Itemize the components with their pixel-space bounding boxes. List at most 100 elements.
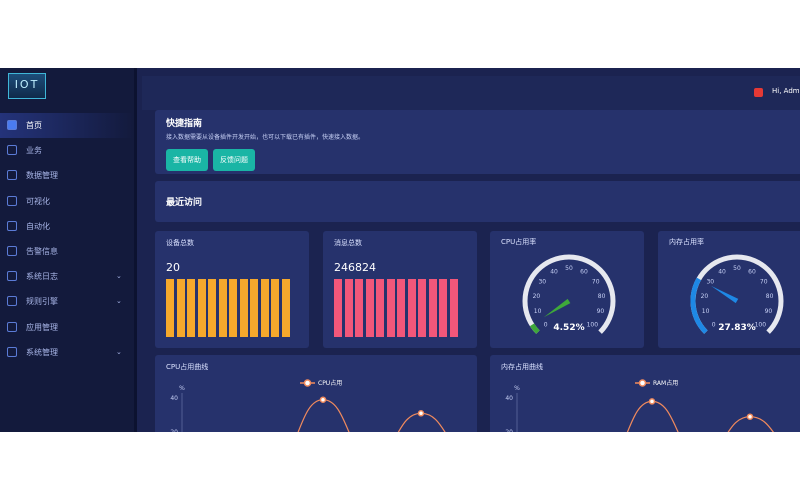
bar-decoration: [260, 279, 269, 337]
menu-label: 告警信息: [26, 247, 58, 256]
gauge-title: CPU占用率: [501, 237, 536, 246]
menu-item[interactable]: 告警信息: [0, 239, 134, 264]
stat-card: 设备总数 20: [155, 231, 309, 348]
gauge-tick-label: 50: [565, 265, 573, 272]
buttons: 查看帮助 反馈问题: [166, 147, 260, 171]
chevron: ⌄: [116, 297, 122, 306]
menu-label: 业务: [26, 146, 42, 156]
bar-decoration: [250, 279, 258, 337]
y-tick-label: 20: [505, 429, 513, 432]
quick-guide: 快捷指南 接入数据需要从设备插件开发开始，也可以下载已有插件，快速接入数据。 查…: [155, 110, 800, 174]
user-greeting[interactable]: Hi, Admin: [772, 87, 800, 95]
menu-icon: [7, 120, 17, 130]
stat-title: 设备总数: [166, 239, 194, 247]
stat-title: 消息总数: [334, 239, 362, 247]
gauge-tick-label: 50: [733, 265, 741, 272]
bar-decoration: [208, 279, 216, 337]
bar-decoration: [334, 279, 342, 337]
logo: IOT: [8, 73, 46, 99]
menu-icon: [7, 296, 17, 307]
gauge-tick-label: 60: [580, 269, 588, 276]
quick-guide-text: 接入数据需要从设备插件开发开始，也可以下载已有插件，快速接入数据。: [166, 134, 365, 141]
menu-label: 可视化: [26, 196, 50, 206]
bar-decoration: [428, 279, 437, 337]
gauge-tick-label: 30: [706, 279, 714, 286]
bar-decoration: [397, 279, 405, 337]
menu-icon: [7, 145, 17, 156]
menu-item[interactable]: 系统管理 ⌄: [0, 340, 134, 365]
menu-label: 规则引擎: [26, 297, 58, 307]
y-tick-label: 40: [505, 395, 513, 402]
y-axis-label: %: [514, 385, 520, 392]
chevron: ⌄: [116, 347, 122, 356]
gauge-tick-label: 80: [598, 293, 606, 300]
gauge-tick-label: 40: [550, 269, 558, 276]
menu-icon: [7, 321, 17, 332]
chart-title: 内存占用曲线: [501, 362, 543, 371]
bar-decoration: [344, 279, 353, 337]
menu-item[interactable]: 应用管理: [0, 315, 134, 340]
stat-value: 246824: [334, 261, 376, 274]
series-line: [297, 399, 446, 432]
bar-decoration: [218, 279, 227, 337]
gauge-tick-label: 0: [712, 321, 716, 328]
gauge-tick-label: 70: [592, 279, 600, 286]
gauge-tick-label: 20: [533, 293, 541, 300]
menu-icon: [7, 195, 17, 206]
menu-icon: [7, 346, 17, 357]
flag-icon: [754, 88, 763, 97]
gauge-needle: [543, 298, 571, 318]
gauge-value: 4.52%: [553, 323, 584, 333]
point: [319, 396, 327, 403]
gauge-needle: [711, 285, 739, 304]
bar-decoration: [187, 279, 195, 337]
legend-marker: [303, 379, 312, 387]
bar-decoration: [166, 279, 174, 337]
recent-title: 最近访问: [166, 198, 203, 208]
header: Hi, Admin: [142, 76, 800, 110]
help-button[interactable]: 查看帮助: [166, 149, 208, 171]
point: [746, 413, 754, 420]
gauge-tick-label: 0: [544, 321, 548, 328]
menu-item[interactable]: 业务: [0, 138, 134, 163]
menu-label: 系统管理: [26, 347, 58, 357]
menu-label: 自动化: [26, 221, 50, 231]
bar-decoration: [271, 279, 279, 337]
gauge-progress: [529, 323, 540, 334]
chevron: ⌄: [116, 272, 122, 281]
gauge-track: [522, 254, 616, 334]
legend-label: CPU占用: [318, 379, 342, 387]
bar-decoration: [229, 279, 237, 337]
menu-icon: [7, 170, 17, 181]
menu-item[interactable]: 首页: [0, 113, 134, 138]
gauge-tick-label: 60: [748, 269, 756, 276]
gauge-tick-label: 20: [701, 293, 709, 300]
menu-label: 首页: [26, 121, 42, 130]
menu-item[interactable]: 数据管理: [0, 163, 134, 188]
gauge-tick-label: 100: [755, 321, 767, 328]
menu-item[interactable]: 可视化: [0, 189, 134, 214]
screenshot: IOT 首页业务数据管理可视化自动化告警信息系统日志 ⌄ 规则引擎 ⌄ 应用管理系统管理…: [0, 68, 800, 432]
menu-label: 数据管理: [26, 171, 58, 181]
menu-icon: [7, 246, 17, 256]
gauge-tick-label: 90: [597, 308, 605, 315]
sidebar: IOT 首页业务数据管理可视化自动化告警信息系统日志 ⌄ 规则引擎 ⌄ 应用管理系统管理…: [0, 68, 137, 432]
menu-item[interactable]: 系统日志 ⌄: [0, 264, 134, 289]
bar-decoration: [407, 279, 416, 337]
menu-item[interactable]: 规则引擎 ⌄: [0, 289, 134, 314]
chart-card: [155, 355, 477, 432]
y-tick-label: 20: [170, 429, 178, 432]
recent-visits: 最近访问: [155, 181, 800, 222]
gauge-tick-label: 40: [718, 269, 726, 276]
bar-decoration: [376, 279, 384, 337]
menu-label: 应用管理: [26, 322, 58, 332]
feedback-button[interactable]: 反馈问题: [213, 149, 255, 171]
menu-item[interactable]: 自动化: [0, 214, 134, 239]
y-tick-label: 40: [170, 395, 178, 402]
menu-icon: [7, 220, 17, 231]
gauge-tick-label: 10: [702, 308, 710, 315]
gauge-tick-label: 10: [534, 308, 542, 315]
menu-icon: [7, 271, 17, 282]
gauge-tick-label: 30: [538, 279, 546, 286]
